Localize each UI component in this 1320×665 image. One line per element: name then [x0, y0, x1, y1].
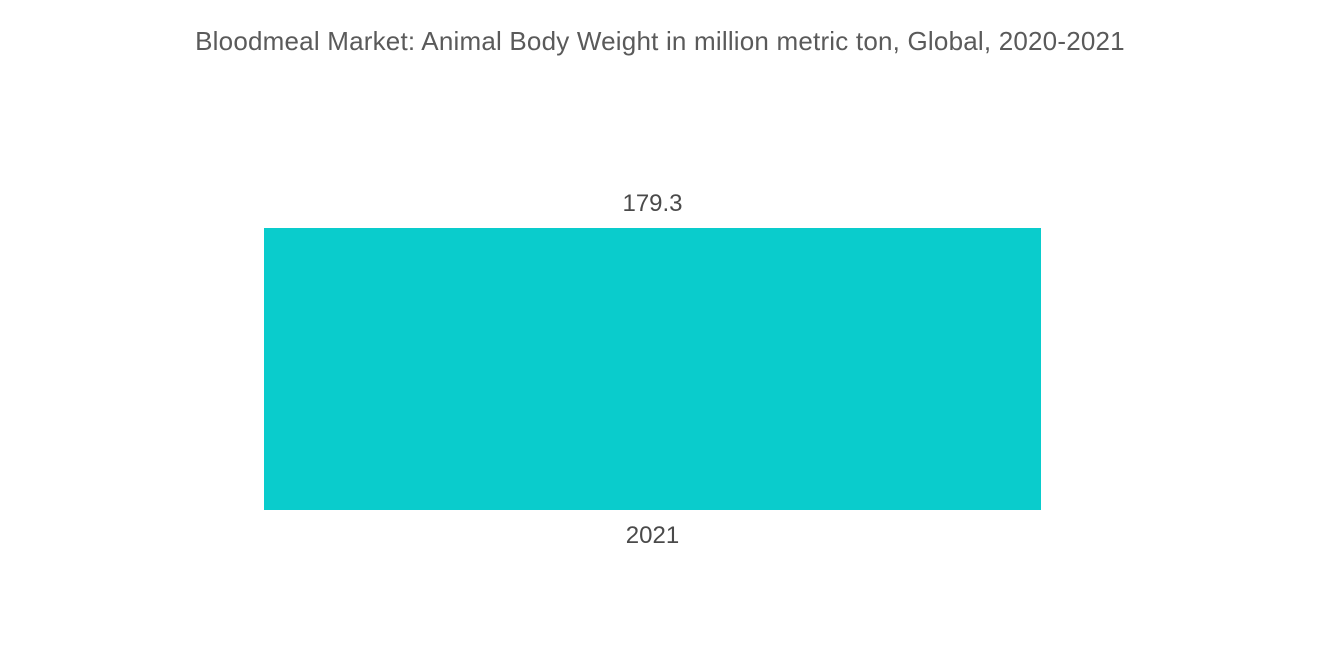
value-label: 179.3 [264, 190, 1041, 218]
chart-title: Bloodmeal Market: Animal Body Weight in … [0, 26, 1320, 57]
bar [264, 228, 1041, 510]
category-label: 2021 [264, 522, 1041, 550]
chart-area: 179.3 2021 [264, 190, 1041, 550]
